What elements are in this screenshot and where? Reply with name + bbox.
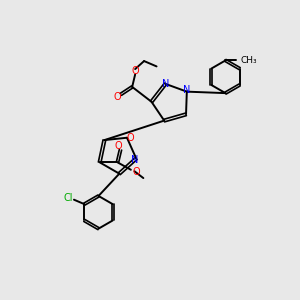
- Text: O: O: [132, 67, 140, 76]
- Text: O: O: [114, 141, 122, 151]
- Text: O: O: [132, 167, 140, 177]
- Text: N: N: [162, 79, 169, 89]
- Text: O: O: [127, 133, 134, 143]
- Text: Cl: Cl: [64, 193, 74, 203]
- Text: CH₃: CH₃: [240, 56, 257, 65]
- Text: N: N: [183, 85, 190, 94]
- Text: N: N: [131, 155, 138, 165]
- Text: O: O: [113, 92, 121, 102]
